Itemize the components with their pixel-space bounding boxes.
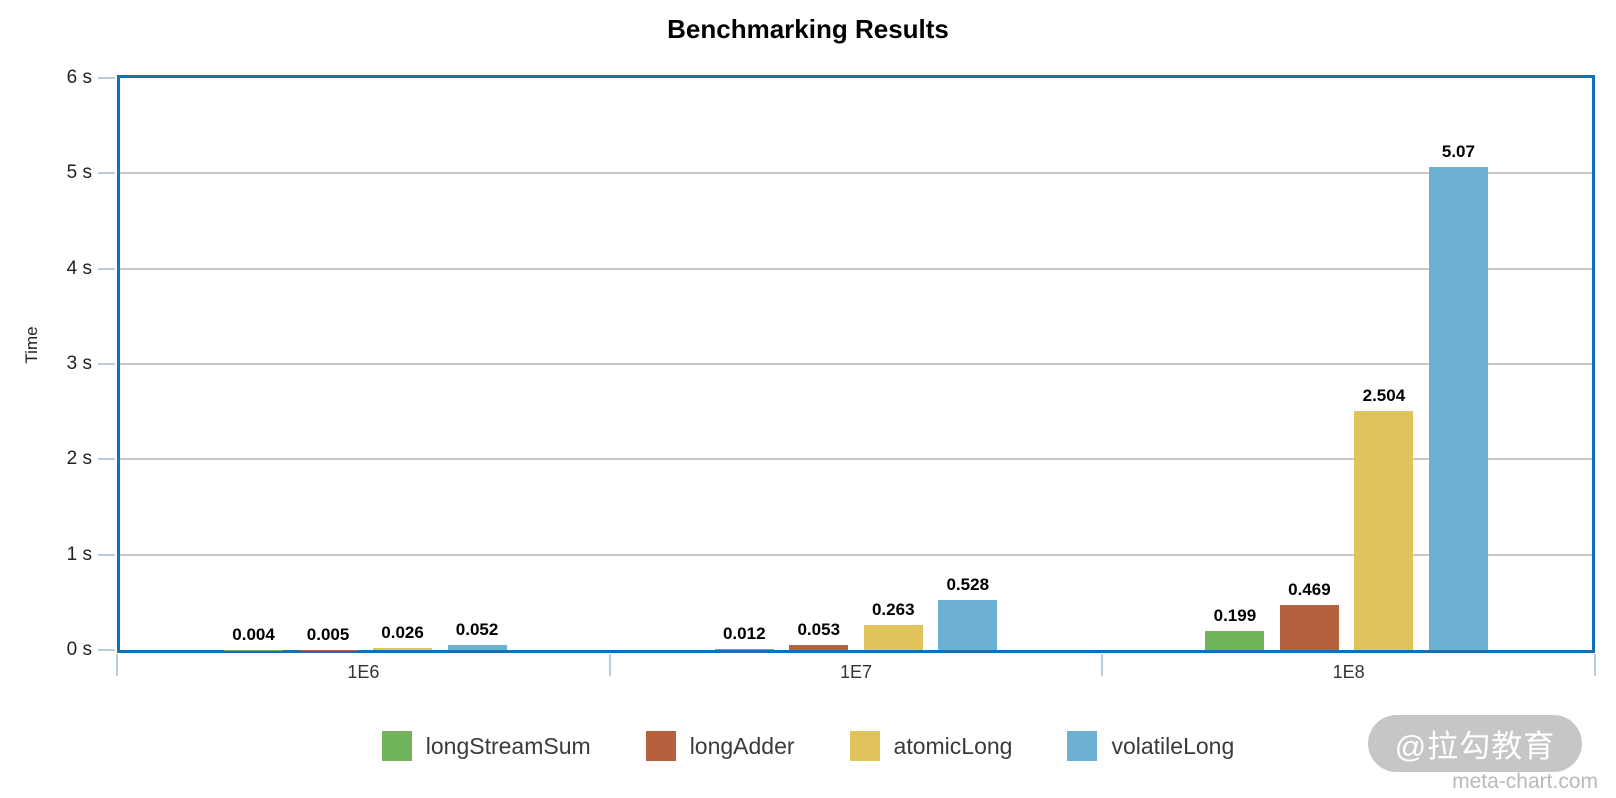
legend-swatch-longStreamSum (381, 731, 412, 761)
legend-item-volatileLong: volatileLong (1067, 731, 1234, 761)
x-axis-label-1E8: 1E8 (1332, 662, 1365, 682)
y-tick-mark (98, 77, 115, 79)
value-label-volatileLong-1E8: 5.07 (1441, 141, 1475, 161)
bar-longStreamSum-1E7 (714, 648, 774, 650)
bar-volatileLong-1E6 (447, 645, 507, 650)
gridline (120, 458, 1592, 461)
legend-label-longAdder: longAdder (689, 732, 795, 759)
bar-atomicLong-1E8 (1354, 411, 1414, 650)
y-tick-label: 0 s (66, 639, 92, 660)
legend-label-volatileLong: volatileLong (1111, 732, 1235, 759)
watermark-site-label: meta-chart.com (1452, 770, 1598, 793)
x-tick-mark (1594, 654, 1596, 676)
value-label-atomicLong-1E8: 2.504 (1362, 386, 1406, 406)
value-label-longAdder-1E7: 0.053 (797, 619, 841, 639)
bar-atomicLong-1E7 (863, 624, 923, 650)
value-label-volatileLong-1E7: 0.528 (946, 574, 990, 594)
y-tick-label: 6 s (66, 67, 92, 88)
gridline (120, 267, 1592, 270)
x-tick-mark (1101, 654, 1104, 676)
legend-item-longAdder: longAdder (645, 731, 795, 761)
chart-title: Benchmarking Results (667, 14, 949, 44)
watermark-badge: @拉勾教育 (1368, 715, 1582, 772)
y-tick-mark (98, 458, 115, 461)
bar-volatileLong-1E8 (1428, 166, 1488, 650)
x-tick-mark (608, 654, 611, 676)
watermark-badge-text: @拉勾教育 (1394, 729, 1556, 764)
legend: longStreamSum longAdder atomicLong volatile… (0, 731, 1616, 761)
value-label-atomicLong-1E6: 0.026 (381, 622, 424, 642)
legend-swatch-volatileLong (1067, 731, 1098, 761)
legend-label-atomicLong: atomicLong (893, 732, 1013, 759)
y-tick-mark (98, 649, 115, 651)
y-tick-label: 4 s (66, 257, 92, 279)
legend-swatch-longAdder (645, 731, 676, 761)
legend-label-longStreamSum: longStreamSum (425, 732, 591, 759)
y-tick-mark (98, 267, 115, 270)
x-axis-label-1E6: 1E6 (347, 662, 380, 682)
gridline (120, 363, 1592, 365)
value-label-longAdder-1E6: 0.005 (306, 624, 350, 644)
gridline (120, 172, 1592, 175)
value-label-longStreamSum-1E8: 0.199 (1213, 606, 1257, 626)
bar-longStreamSum-1E8 (1205, 631, 1265, 650)
gridline (120, 553, 1592, 556)
legend-item-longStreamSum: longStreamSum (381, 731, 591, 761)
bar-longAdder-1E7 (789, 644, 849, 650)
value-label-atomicLong-1E7: 0.263 (871, 599, 915, 619)
x-tick-mark (116, 654, 118, 676)
value-label-longStreamSum-1E7: 0.012 (722, 623, 766, 643)
bar-longAdder-1E8 (1279, 605, 1339, 650)
y-tick-label: 2 s (66, 448, 92, 470)
plot-area: 0.004 0.005 0.026 0.052 0.012 0.053 0.263 0.528… (117, 75, 1595, 653)
y-tick-mark (98, 553, 115, 556)
y-tick-mark (98, 172, 115, 175)
x-axis-label-1E7: 1E7 (839, 662, 873, 682)
y-tick-label: 3 s (66, 353, 92, 374)
legend-item-atomicLong: atomicLong (849, 731, 1013, 761)
legend-swatch-atomicLong (849, 731, 880, 761)
y-tick-label: 5 s (66, 162, 92, 184)
bar-volatileLong-1E7 (938, 599, 998, 650)
y-tick-label: 1 s (66, 543, 92, 565)
bar-atomicLong-1E6 (373, 647, 433, 650)
value-label-longAdder-1E8: 0.469 (1288, 580, 1331, 600)
y-tick-mark (98, 363, 115, 365)
value-label-volatileLong-1E6: 0.052 (455, 620, 499, 640)
value-label-longStreamSum-1E6: 0.004 (232, 624, 275, 644)
